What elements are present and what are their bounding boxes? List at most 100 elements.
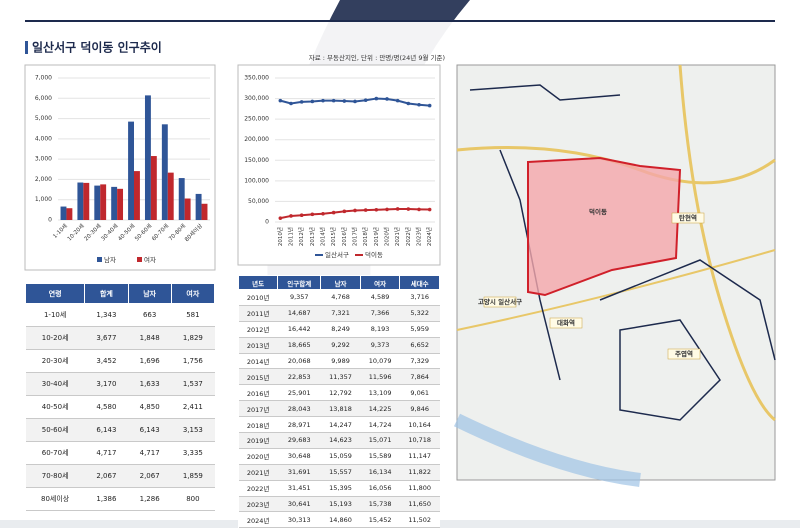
table-cell: 14,724 — [360, 416, 400, 434]
table-cell: 2020년 — [238, 448, 278, 465]
table-cell: 2014년 — [238, 353, 278, 370]
title-bar — [25, 41, 28, 54]
bar — [100, 184, 107, 220]
bar — [66, 208, 73, 220]
table-cell: 800 — [171, 487, 215, 511]
table-cell: 10,164 — [399, 416, 440, 434]
y-tick-label: 3,000 — [35, 156, 52, 163]
table-cell: 10-20세 — [25, 326, 85, 350]
table-cell: 50-60세 — [25, 418, 85, 442]
point — [310, 99, 315, 104]
x-tick-label: 2020년 — [383, 227, 391, 246]
table-cell: 1,537 — [171, 372, 215, 396]
table-row: 2015년 22,853 11,357 11,596 7,864 — [238, 368, 440, 386]
map-label-bg — [667, 348, 701, 360]
header-row: 년도 인구합계 남자 여자 세대수 — [237, 275, 440, 290]
table-cell: 3,170 — [84, 372, 129, 396]
table-cell: 7,366 — [360, 305, 400, 322]
point — [385, 97, 389, 101]
table-cell: 14,225 — [360, 400, 400, 418]
table-cell: 11,596 — [360, 368, 400, 386]
table-cell: 2022년 — [238, 480, 278, 497]
point — [395, 207, 400, 211]
table-cell: 1,756 — [171, 349, 215, 373]
point — [385, 207, 389, 212]
point — [289, 101, 293, 106]
bar — [184, 198, 191, 220]
legend-swatch — [97, 257, 102, 262]
table-header: 세대수 — [399, 275, 440, 290]
y-tick-label: 0 — [48, 217, 52, 224]
age-table: 연령 합계 남자 여자 1-10세 1,343 663 581 10-20세 3,677 1,848… — [24, 283, 216, 511]
table-cell: 16,442 — [277, 321, 321, 338]
table-header: 남자 — [127, 283, 172, 304]
bar — [128, 121, 134, 220]
table-cell: 30,648 — [277, 448, 321, 465]
table-cell: 2012년 — [238, 321, 278, 338]
table-cell: 8,193 — [360, 321, 400, 338]
table-cell: 9,373 — [360, 337, 400, 354]
map-label-bg — [483, 296, 517, 308]
point — [310, 212, 315, 217]
table-row: 80세이상 1,386 1,286 800 — [25, 487, 215, 511]
table-cell: 15,395 — [320, 480, 361, 497]
point — [278, 98, 283, 103]
table-cell: 10,718 — [399, 432, 440, 449]
point — [353, 208, 357, 213]
table-cell: 60-70세 — [25, 441, 85, 465]
table-cell: 28,971 — [277, 416, 321, 434]
table-cell: 6,652 — [399, 337, 440, 354]
y-tick-label: 4,000 — [35, 135, 52, 142]
legend-swatch — [137, 257, 142, 262]
table-row: 2013년 18,665 9,292 9,373 6,652 — [238, 337, 440, 354]
x-tick-label: 2018년 — [361, 227, 369, 246]
table-header: 여자 — [359, 275, 401, 290]
table-cell: 18,665 — [277, 337, 321, 354]
table-cell: 4,589 — [360, 289, 400, 306]
table-cell: 663 — [128, 303, 172, 327]
table-cell: 4,580 — [84, 395, 129, 419]
map — [453, 64, 776, 487]
point — [353, 99, 357, 104]
table-cell: 9,989 — [320, 353, 361, 370]
table-cell: 2019년 — [238, 432, 278, 449]
table-cell: 2023년 — [238, 496, 278, 513]
y-tick-label: 50,000 — [248, 198, 269, 205]
y-tick-label: 2,000 — [35, 176, 52, 183]
table-cell: 40-50세 — [25, 395, 85, 419]
table-cell: 14,687 — [277, 305, 321, 322]
table-row: 2012년 16,442 8,249 8,193 5,959 — [238, 321, 440, 338]
map-label: 주엽역 — [675, 349, 693, 358]
table-cell: 2013년 — [238, 337, 278, 354]
table-row: 2020년 30,648 15,059 15,589 11,147 — [238, 448, 440, 465]
x-tick-label: 2016년 — [340, 227, 348, 246]
point — [406, 207, 411, 211]
map-label: 고양시 일산서구 — [478, 297, 522, 306]
table-row: 20-30세 3,452 1,696 1,756 — [25, 349, 215, 373]
table-header: 합계 — [84, 283, 129, 304]
table-cell: 6,143 — [84, 418, 129, 442]
point — [363, 208, 368, 212]
table-cell: 3,452 — [84, 349, 129, 373]
table-cell: 2017년 — [238, 400, 278, 418]
table-cell: 3,335 — [171, 441, 215, 465]
table-header: 년도 — [237, 275, 279, 290]
table-cell: 2,067 — [128, 464, 172, 488]
x-tick-label: 2010년 — [276, 227, 284, 246]
table-cell: 4,850 — [128, 395, 172, 419]
point — [427, 103, 432, 108]
y-tick-label: 100,000 — [244, 177, 269, 184]
point — [427, 207, 432, 212]
point — [417, 102, 421, 107]
bar — [201, 203, 208, 220]
table-row: 50-60세 6,143 6,143 3,153 — [25, 418, 215, 442]
table-row: 70-80세 2,067 2,067 1,859 — [25, 464, 215, 488]
map-label: 덕이동 — [589, 207, 607, 216]
table-cell: 15,071 — [360, 432, 400, 449]
table-cell: 7,864 — [399, 368, 440, 386]
table-cell: 1-10세 — [25, 303, 85, 327]
point — [363, 98, 368, 103]
y-tick-label: 350,000 — [244, 75, 269, 82]
